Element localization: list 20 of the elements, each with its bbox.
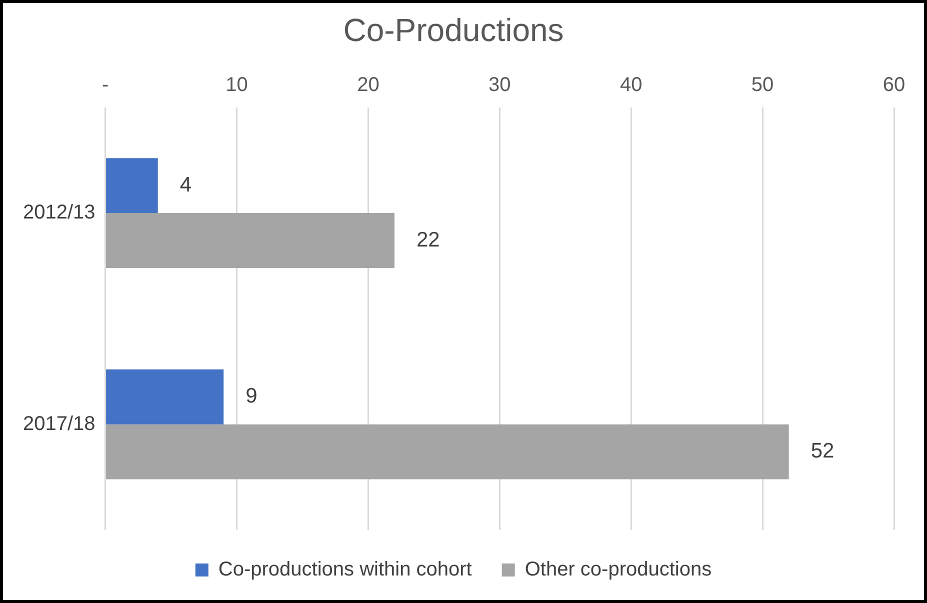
data-label: 52 [810, 440, 834, 463]
y-tick-label: 2017/18 [23, 412, 96, 435]
bar [106, 424, 789, 480]
bar [106, 369, 224, 424]
legend-label: Co-productions within cohort [218, 558, 472, 581]
x-tick-label: 40 [620, 74, 642, 96]
x-tick-label: - [102, 74, 109, 96]
chart-title: Co-Productions [343, 12, 564, 48]
data-label: 22 [416, 228, 440, 252]
data-label: 4 [180, 173, 192, 196]
x-tick-label: 50 [751, 74, 774, 96]
data-label: 9 [246, 384, 258, 408]
x-tick-label: 20 [357, 74, 380, 96]
x-tick-label: 60 [882, 74, 906, 96]
x-tick-label: 10 [226, 74, 248, 96]
y-tick-label: 2012/13 [23, 202, 96, 224]
bar [106, 213, 394, 268]
legend-label: Other co-productions [524, 558, 712, 581]
x-tick-label: 30 [488, 74, 511, 96]
bar [106, 158, 158, 214]
